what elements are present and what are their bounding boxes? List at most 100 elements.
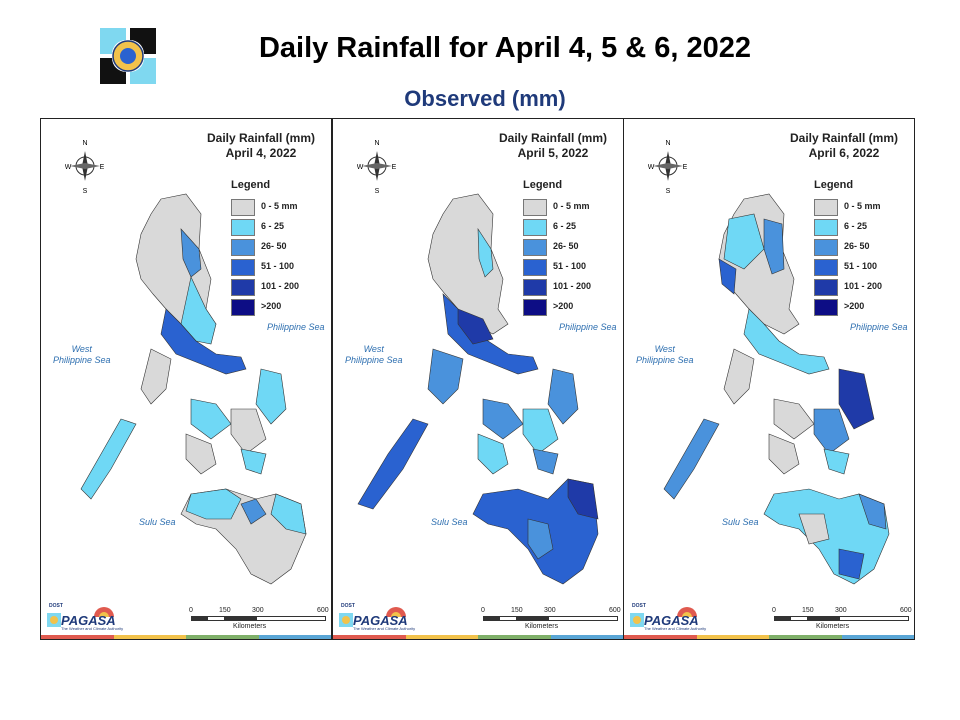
legend-swatch: [814, 259, 838, 276]
svg-text:E: E: [392, 164, 397, 171]
sea-label-sulu-sea: Sulu Sea: [722, 517, 759, 527]
legend-swatch: [231, 279, 255, 296]
legend-label: 26- 50: [261, 241, 287, 251]
svg-text:N: N: [665, 140, 670, 147]
page-title: Daily Rainfall for April 4, 5 & 6, 2022: [258, 32, 752, 64]
pagasa-brand-icon: DOST PAGASA The Weather and Climate Auth…: [630, 603, 706, 633]
footer-stripe: [41, 635, 331, 639]
compass-rose-icon: N W E S: [65, 137, 105, 195]
pagasa-brand-icon: DOST PAGASA The Weather and Climate Auth…: [47, 603, 123, 633]
brand-agency: DOST: [632, 603, 646, 609]
legend-label: 6 - 25: [844, 221, 868, 231]
legend-label: 0 - 5 mm: [553, 201, 590, 211]
legend-title: Legend: [231, 179, 271, 191]
svg-text:W: W: [357, 164, 364, 171]
legend-label: 26- 50: [553, 241, 579, 251]
scale-tick: 0: [772, 607, 776, 614]
sea-label-line: West: [654, 344, 675, 354]
legend-title: Legend: [814, 179, 854, 191]
legend-label: >200: [553, 301, 574, 311]
brand-tagline: The Weather and Climate Authority: [644, 626, 707, 631]
legend-title: Legend: [523, 179, 563, 191]
svg-text:W: W: [648, 164, 655, 171]
svg-text:E: E: [100, 164, 105, 171]
legend-item: 51 - 100: [523, 259, 623, 279]
svg-text:S: S: [666, 188, 671, 195]
scale-bar: 0 150 300 600 Kilometers: [181, 607, 331, 633]
panel-title-date: April 6, 2022: [808, 146, 880, 160]
legend-item: 101 - 200: [814, 279, 914, 299]
legend-swatch: [814, 279, 838, 296]
sea-label-line: West: [71, 344, 92, 354]
legend-item: 6 - 25: [814, 219, 914, 239]
scale-tick: 150: [511, 607, 523, 614]
legend-item: 51 - 100: [231, 259, 331, 279]
legend-swatch: [523, 239, 547, 256]
sea-label-philippine-sea: Philippine Sea: [559, 322, 617, 332]
philippines-map: [357, 193, 599, 585]
sea-label-line: West: [363, 344, 384, 354]
scale-tick: 300: [252, 607, 264, 614]
legend-item: 0 - 5 mm: [231, 199, 331, 219]
legend-swatch: [523, 199, 547, 216]
scale-tick: 0: [481, 607, 485, 614]
panel-title-date: April 4, 2022: [225, 146, 297, 160]
legend-item: 101 - 200: [523, 279, 623, 299]
legend-label: 51 - 100: [844, 261, 878, 271]
page-subtitle: Observed (mm): [404, 86, 566, 111]
brand-name: PAGASA: [644, 613, 699, 628]
scale-bar-line: [483, 616, 618, 621]
sea-label-sulu-sea: Sulu Sea: [431, 517, 468, 527]
legend-label: 26- 50: [844, 241, 870, 251]
panel-title: Daily Rainfall (mm) April 6, 2022: [774, 131, 914, 161]
legend-item: 0 - 5 mm: [523, 199, 623, 219]
legend-item: >200: [814, 299, 914, 319]
sea-label-sulu-sea: Sulu Sea: [139, 517, 176, 527]
scale-tick: 150: [802, 607, 814, 614]
legend-swatch: [523, 279, 547, 296]
legend-swatch: [814, 199, 838, 216]
sea-label-line: Philippine Sea: [636, 355, 694, 365]
legend-label: 101 - 200: [553, 281, 592, 291]
map-panel-april-4: N W E S Daily Rainfall (mm) April 4, 202…: [40, 118, 332, 640]
scale-tick: 600: [609, 607, 621, 614]
brand-agency: DOST: [49, 603, 63, 609]
scale-tick: 150: [219, 607, 231, 614]
legend-item: 26- 50: [523, 239, 623, 259]
legend: Legend 0 - 5 mm 6 - 25 26- 50 51 - 100 1…: [231, 179, 331, 319]
legend-label: >200: [261, 301, 282, 311]
legend-swatch: [523, 299, 547, 316]
legend-label: 6 - 25: [261, 221, 285, 231]
legend-label: >200: [844, 301, 865, 311]
brand-tagline: The Weather and Climate Authority: [61, 626, 124, 631]
panel-title: Daily Rainfall (mm) April 5, 2022: [483, 131, 623, 161]
legend-label: 51 - 100: [553, 261, 587, 271]
brand-tagline: The Weather and Climate Authority: [353, 626, 416, 631]
legend-swatch: [523, 219, 547, 236]
scale-tick: 600: [317, 607, 329, 614]
sea-label-philippine-sea: Philippine Sea: [850, 322, 908, 332]
legend-label: 51 - 100: [261, 261, 295, 271]
svg-text:N: N: [374, 140, 379, 147]
legend-label: 6 - 25: [553, 221, 577, 231]
legend-item: 26- 50: [814, 239, 914, 259]
scale-tick: 0: [189, 607, 193, 614]
pagasa-brand-icon: DOST PAGASA The Weather and Climate Auth…: [339, 603, 415, 633]
svg-text:S: S: [375, 188, 380, 195]
legend-swatch: [231, 199, 255, 216]
compass-rose-icon: N W E S: [648, 137, 688, 195]
scale-unit: Kilometers: [525, 623, 559, 630]
map-panel-april-5: N W E S Daily Rainfall (mm) April 5, 202…: [332, 118, 624, 640]
scale-tick: 300: [544, 607, 556, 614]
legend-item: >200: [523, 299, 623, 319]
legend-swatch: [814, 299, 838, 316]
panel-title-line1: Daily Rainfall (mm): [206, 131, 316, 145]
legend: Legend 0 - 5 mm 6 - 25 26- 50 51 - 100 1…: [814, 179, 914, 319]
brand-name: PAGASA: [61, 613, 116, 628]
panel-title: Daily Rainfall (mm) April 4, 2022: [191, 131, 331, 161]
legend-swatch: [231, 299, 255, 316]
philippines-map: [663, 193, 890, 585]
legend: Legend 0 - 5 mm 6 - 25 26- 50 51 - 100 1…: [523, 179, 623, 319]
sea-label-line: Philippine Sea: [53, 355, 111, 365]
scale-tick: 300: [835, 607, 847, 614]
